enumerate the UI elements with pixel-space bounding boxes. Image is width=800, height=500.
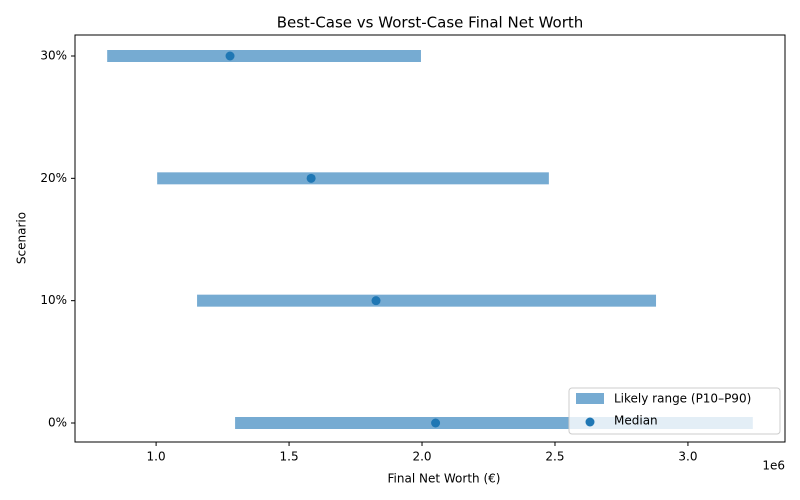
median-point: [371, 296, 381, 306]
legend-marker: [585, 417, 595, 427]
x-tick-label: 2.5: [545, 450, 564, 464]
legend-label: Likely range (P10–P90): [614, 392, 751, 406]
x-tick-label: 2.0: [412, 450, 431, 464]
range-bar: [197, 294, 657, 307]
y-axis-label: Scenario: [15, 212, 29, 264]
x-offset-label: 1e6: [762, 459, 785, 473]
range-bar: [157, 172, 549, 185]
y-tick-label: 0%: [48, 416, 67, 430]
plot-frame: [74, 34, 786, 443]
legend-box: [568, 387, 781, 435]
y-tick-label: 30%: [40, 49, 67, 63]
y-tick-label: 20%: [40, 171, 67, 185]
median-point: [431, 418, 441, 428]
x-axis-label: Final Net Worth (€): [388, 472, 501, 486]
x-tick-label: 3.0: [678, 450, 697, 464]
x-tick-label: 1.5: [280, 450, 299, 464]
y-tick-label: 10%: [40, 293, 67, 307]
median-point: [306, 173, 316, 183]
legend-label: Median: [614, 414, 658, 428]
median-point: [225, 51, 235, 61]
x-tick-label: 1.0: [147, 450, 166, 464]
range-bar: [107, 50, 421, 62]
legend-swatch: [576, 393, 604, 404]
chart-title: Best-Case vs Worst-Case Final Net Worth: [277, 14, 584, 32]
